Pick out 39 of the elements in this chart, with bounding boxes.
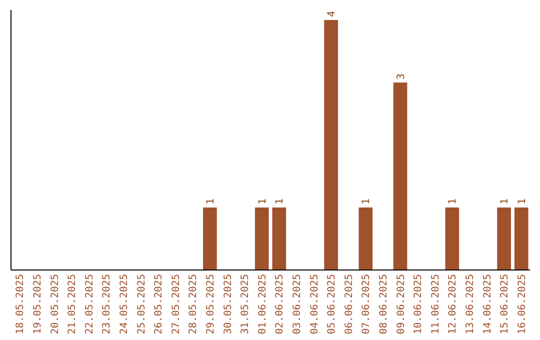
x-tick-label: 24.05.2025 bbox=[118, 274, 130, 334]
x-tick-label: 14.06.2025 bbox=[482, 274, 494, 334]
x-tick-label: 26.05.2025 bbox=[154, 274, 165, 334]
x-tick-label: 29.05.2025 bbox=[205, 274, 216, 334]
data-label: 1 bbox=[361, 198, 372, 204]
x-tick-label: 27.05.2025 bbox=[170, 274, 182, 334]
x-tick-label: 13.06.2025 bbox=[464, 274, 476, 334]
x-tick-label: 19.05.2025 bbox=[32, 274, 44, 334]
x-tick-label: 22.05.2025 bbox=[84, 274, 96, 334]
x-tick-label: 05.06.2025 bbox=[326, 274, 338, 334]
data-label: 1 bbox=[516, 198, 528, 204]
x-tick-label: 16.06.2025 bbox=[516, 274, 528, 334]
x-tick-label: 03.06.2025 bbox=[292, 274, 303, 334]
x-tick-label: 25.05.2025 bbox=[136, 274, 148, 334]
data-label: 1 bbox=[274, 198, 286, 204]
x-tick-label: 01.06.2025 bbox=[257, 274, 268, 334]
x-tick-label: 09.06.2025 bbox=[396, 274, 407, 334]
x-tick-label: 23.05.2025 bbox=[102, 274, 113, 334]
data-label: 1 bbox=[500, 198, 511, 204]
x-tick-label: 08.06.2025 bbox=[378, 274, 390, 334]
x-tick-label: 15.06.2025 bbox=[500, 274, 511, 334]
x-tick-label: 30.05.2025 bbox=[222, 274, 234, 334]
x-tick-label: 18.05.2025 bbox=[15, 274, 26, 334]
data-label: 1 bbox=[448, 198, 459, 204]
x-tick-label: 06.06.2025 bbox=[344, 274, 355, 334]
x-tick-label: 10.06.2025 bbox=[413, 274, 424, 334]
x-tick-label: 20.05.2025 bbox=[50, 274, 61, 334]
data-label: 4 bbox=[326, 10, 338, 17]
x-tick-label: 28.05.2025 bbox=[188, 274, 200, 334]
data-label: 1 bbox=[257, 198, 268, 204]
data-label: 3 bbox=[396, 73, 407, 80]
x-tick-label: 31.05.2025 bbox=[240, 274, 252, 334]
x-tick-label: 21.05.2025 bbox=[67, 274, 78, 334]
x-tick-label: 07.06.2025 bbox=[361, 274, 372, 334]
x-tick-label: 02.06.2025 bbox=[274, 274, 286, 334]
x-tick-label: 12.06.2025 bbox=[448, 274, 459, 334]
x-tick-label: 04.06.2025 bbox=[309, 274, 320, 334]
x-tick-label: 11.06.2025 bbox=[430, 274, 442, 334]
data-label: 1 bbox=[205, 198, 216, 204]
